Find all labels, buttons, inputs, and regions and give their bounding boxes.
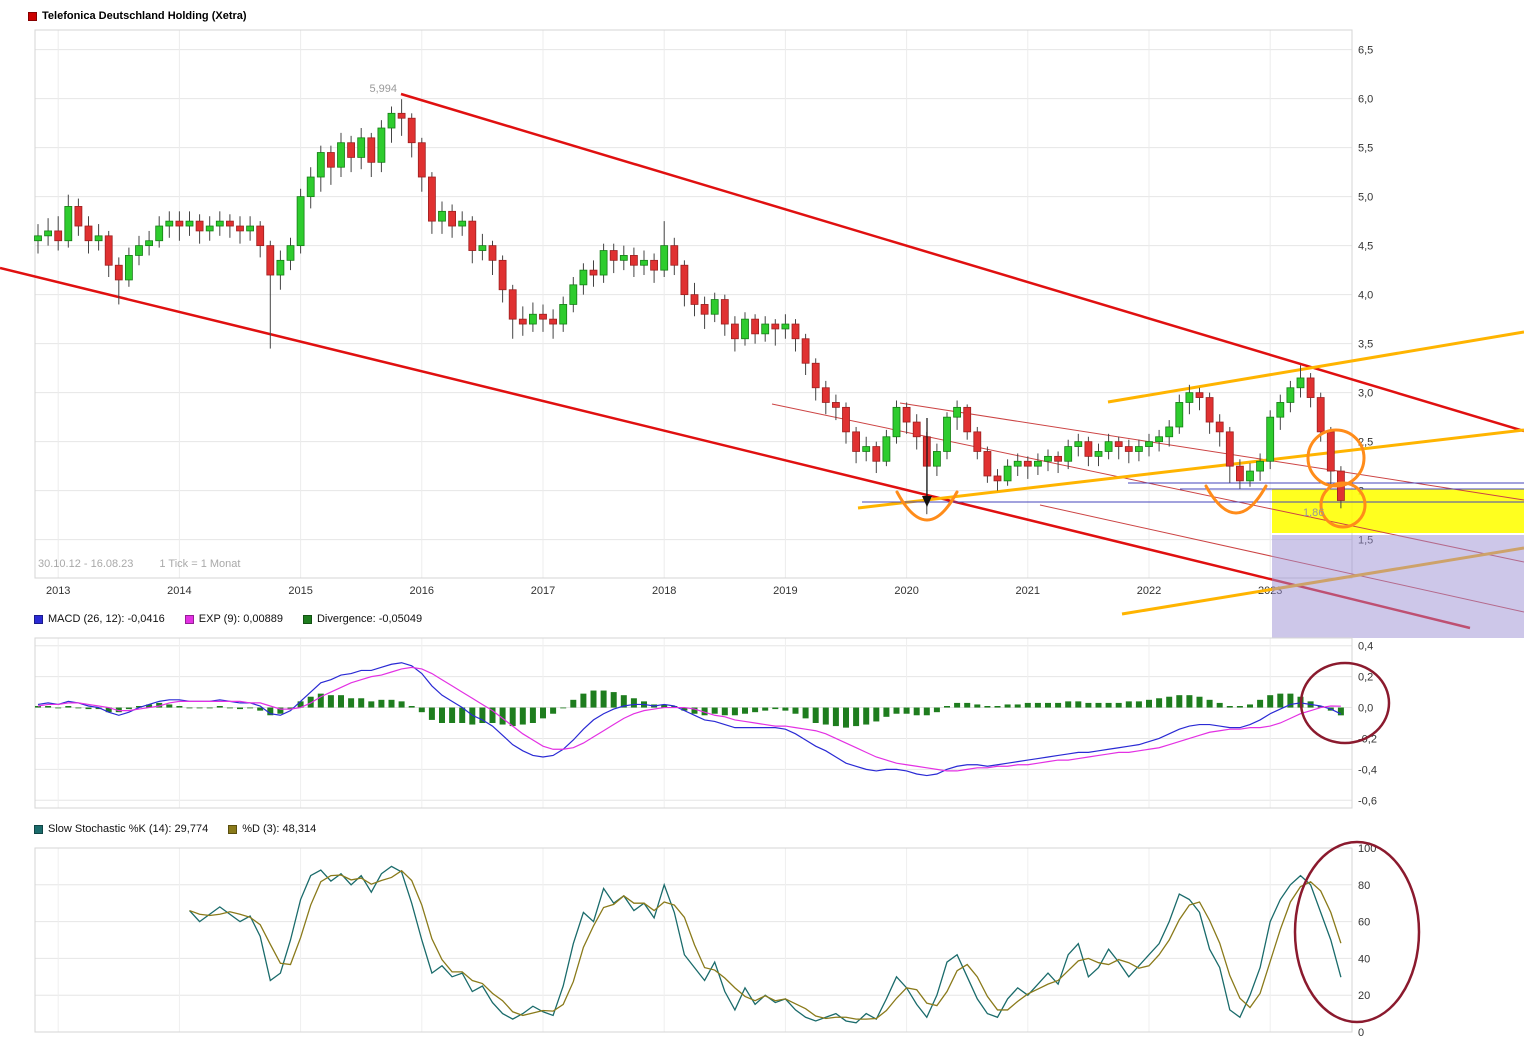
y-axis-label: 0 xyxy=(1358,1027,1364,1039)
y-axis-label: 4,5 xyxy=(1358,241,1373,253)
percent-k-color-swatch xyxy=(34,824,43,834)
orange-trend-line xyxy=(1107,330,1524,404)
divergence-histogram xyxy=(35,690,1344,728)
macd-indicator-canvas[interactable]: 0,4 0,2 0,0 -0,2 -0,4 -0,6 xyxy=(0,630,1524,816)
y-axis-label: -0,6 xyxy=(1358,795,1377,807)
trend-channel-line xyxy=(0,266,1471,630)
divergence-color-swatch xyxy=(302,614,312,624)
purple-zone xyxy=(1272,535,1524,638)
percent-k-legend-item: Slow Stochastic %K (14): 29,774 xyxy=(34,823,208,835)
y-axis-label: 0,4 xyxy=(1358,641,1373,653)
x-axis-label: 2015 xyxy=(288,585,312,597)
chart-title: Telefonica Deutschland Holding (Xetra) xyxy=(42,10,247,22)
highlight-circle xyxy=(1306,428,1366,488)
y-axis-label: -0,4 xyxy=(1358,764,1377,776)
y-axis-label: 40 xyxy=(1358,953,1370,965)
stochastic-legend: Slow Stochastic %K (14): 29,774 %D (3): … xyxy=(34,823,316,835)
divergence-label: Divergence: -0,05049 xyxy=(316,613,423,625)
candles xyxy=(34,99,1345,515)
minor-trend-line xyxy=(899,402,1524,501)
series-color-swatch xyxy=(28,11,37,21)
macd-legend-item: MACD (26, 12): -0,0416 xyxy=(34,613,165,625)
trend-channel-line xyxy=(400,92,1524,433)
x-axis-label: 2020 xyxy=(894,585,918,597)
tick-interval-label: 1 Tick = 1 Monat xyxy=(159,558,241,570)
percent-d-label: %D (3): 48,314 xyxy=(242,823,317,835)
y-axis-label: 20 xyxy=(1358,990,1370,1002)
x-axis-label: 2014 xyxy=(167,585,191,597)
percent-k-label: Slow Stochastic %K (14): 29,774 xyxy=(48,823,209,835)
x-axis-label: 2019 xyxy=(773,585,797,597)
y-axis-label: 100 xyxy=(1358,843,1376,855)
plot-frame xyxy=(34,29,1353,579)
y-axis-label: 6,0 xyxy=(1358,94,1373,106)
percent-k-line xyxy=(189,865,1342,1024)
date-range-label: 30.10.12 - 16.08.23 xyxy=(38,558,134,570)
exp-label: EXP (9): 0,00889 xyxy=(198,613,283,625)
macd-label: MACD (26, 12): -0,0416 xyxy=(48,613,165,625)
main-chart-legend: Telefonica Deutschland Holding (Xetra) xyxy=(28,10,247,22)
orange-trend-line xyxy=(857,428,1524,510)
low-price-label: 1,86 xyxy=(1303,507,1324,519)
peak-price-label: 5,994 xyxy=(369,83,397,95)
y-axis-label: 80 xyxy=(1358,880,1370,892)
plot-frame xyxy=(34,847,1353,1033)
x-axis-label: 2017 xyxy=(531,585,555,597)
percent-d-color-swatch xyxy=(228,824,238,834)
highlight-ellipse xyxy=(1299,661,1391,745)
x-axis-label: 2021 xyxy=(1016,585,1040,597)
main-legend-item: Telefonica Deutschland Holding (Xetra) xyxy=(28,10,247,22)
y-axis-label: 5,5 xyxy=(1358,143,1373,155)
chart-info: 30.10.12 - 16.08.23 1 Tick = 1 Monat xyxy=(38,558,240,570)
macd-line xyxy=(37,662,1342,777)
highlight-circle xyxy=(1319,481,1367,529)
percent-d-line xyxy=(189,869,1342,1020)
y-axis-label: 6,5 xyxy=(1358,45,1373,57)
y-axis-label: 0,2 xyxy=(1358,672,1373,684)
signal-line xyxy=(37,666,1341,772)
y-axis-label: 0,0 xyxy=(1358,703,1373,715)
y-axis-label: -0,2 xyxy=(1358,733,1377,745)
low-marker-arc xyxy=(1204,484,1268,515)
x-axis-label: 2018 xyxy=(652,585,676,597)
down-arrow-head xyxy=(922,496,932,507)
y-axis-label: 3,5 xyxy=(1358,339,1373,351)
macd-color-swatch xyxy=(34,614,43,624)
x-axis-label: 2016 xyxy=(410,585,434,597)
macd-legend: MACD (26, 12): -0,0416 EXP (9): 0,00889 … xyxy=(34,613,422,625)
plot-frame xyxy=(34,637,1353,809)
y-axis-label: 5,0 xyxy=(1358,192,1373,204)
exp-legend-item: EXP (9): 0,00889 xyxy=(184,613,283,625)
x-axis-label: 2022 xyxy=(1137,585,1161,597)
exp-color-swatch xyxy=(184,614,194,624)
y-axis-label: 4,0 xyxy=(1358,290,1373,302)
low-marker-arc xyxy=(895,490,959,522)
x-axis-label: 2013 xyxy=(46,585,70,597)
percent-d-legend-item: %D (3): 48,314 xyxy=(228,823,316,835)
main-price-chart-canvas[interactable]: 6,56,05,55,04,54,03,53,02,521,5201320142… xyxy=(0,0,1524,648)
divergence-legend-item: Divergence: -0,05049 xyxy=(302,613,423,625)
yellow-zone xyxy=(1272,489,1524,533)
stochastic-indicator-canvas[interactable]: 100 80 60 40 20 0 xyxy=(0,840,1524,1044)
y-axis-label: 3,0 xyxy=(1358,388,1373,400)
highlight-ellipse xyxy=(1293,840,1421,1024)
y-axis-label: 60 xyxy=(1358,917,1370,929)
